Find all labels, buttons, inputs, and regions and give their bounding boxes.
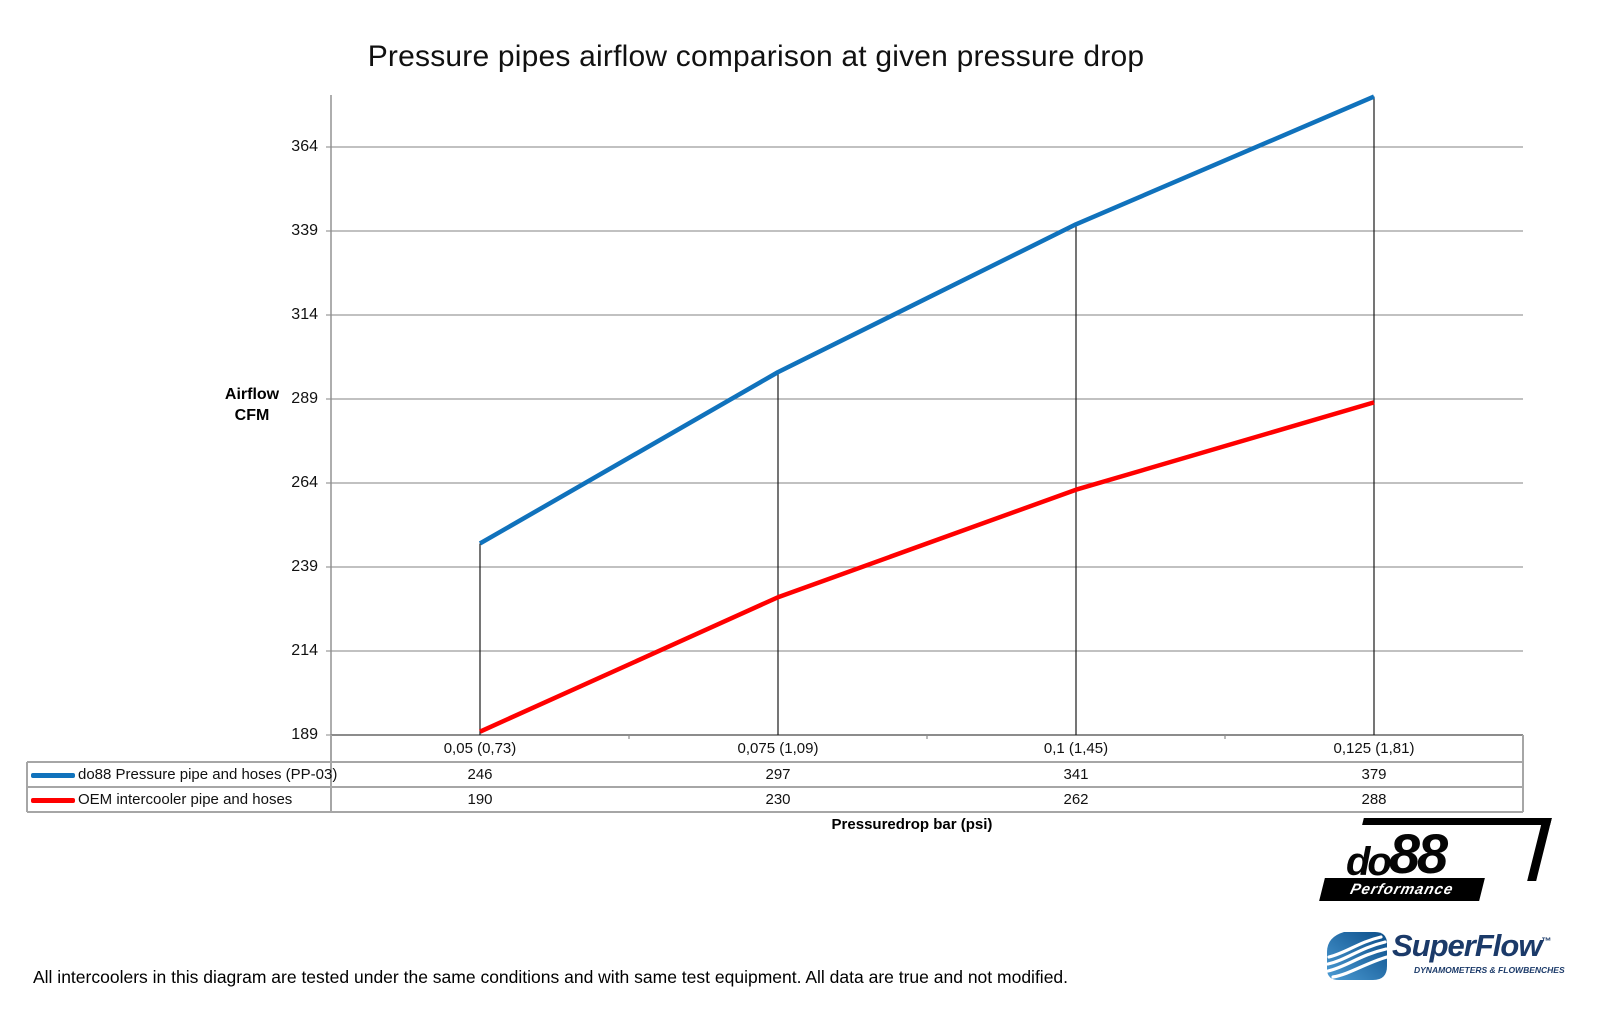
- do88-logo: do88 Performance: [1319, 818, 1552, 904]
- y-tick-label: 339: [291, 222, 318, 239]
- y-axis-label-line2: CFM: [234, 407, 270, 424]
- y-tick-label: 239: [291, 558, 318, 575]
- trademark-symbol: ™: [1541, 936, 1551, 948]
- superflow-logo-tagline: DYNAMOMETERS & FLOWBENCHES: [1414, 965, 1565, 975]
- do88-logo-text-88: 88: [1388, 822, 1448, 885]
- x-axis-label: Pressuredrop bar (psi): [831, 816, 993, 833]
- table-value-cell: 341: [1063, 766, 1089, 783]
- table-value-cell: 190: [467, 791, 493, 808]
- x-category-label: 0,075 (1,09): [737, 740, 819, 757]
- x-category-label: 0,05 (0,73): [443, 740, 517, 757]
- superflow-logo-text: SuperFlow: [1392, 928, 1542, 963]
- y-tick-label: 314: [291, 306, 318, 323]
- do88-logo-text-do: do: [1346, 840, 1392, 884]
- legend-key-line: [31, 798, 75, 803]
- y-tick-label: 289: [291, 390, 318, 407]
- y-tick-label: 264: [291, 474, 318, 491]
- do88-logo-wordmark: do88: [1346, 826, 1448, 884]
- legend-series-name: OEM intercooler pipe and hoses: [78, 791, 293, 808]
- chart-title: Pressure pipes airflow comparison at giv…: [367, 40, 1145, 73]
- table-value-cell: 230: [765, 791, 791, 808]
- y-tick-label: 214: [291, 642, 318, 659]
- table-value-cell: 246: [467, 766, 493, 783]
- y-tick-label: 189: [291, 726, 318, 743]
- superflow-logo: SuperFlow™ DYNAMOMETERS & FLOWBENCHES: [1326, 928, 1565, 986]
- y-tick-label: 364: [291, 138, 318, 155]
- table-value-cell: 297: [765, 766, 791, 783]
- y-axis-label: Airflow CFM: [210, 384, 294, 426]
- superflow-logo-wordmark: SuperFlow™: [1392, 928, 1551, 964]
- superflow-wave-icon: [1326, 932, 1388, 980]
- table-value-cell: 288: [1361, 791, 1387, 808]
- table-value-cell: 262: [1063, 791, 1089, 808]
- x-category-label: 0,1 (1,45): [1043, 740, 1109, 757]
- legend-series-name: do88 Pressure pipe and hoses (PP-03): [78, 766, 338, 783]
- legend-key-line: [31, 773, 75, 778]
- table-value-cell: 379: [1361, 766, 1387, 783]
- footer-note: All intercoolers in this diagram are tes…: [33, 967, 1069, 987]
- x-category-label: 0,125 (1,81): [1333, 740, 1415, 757]
- y-axis-label-line1: Airflow: [224, 386, 280, 403]
- do88-logo-tagline: Performance: [1319, 878, 1485, 901]
